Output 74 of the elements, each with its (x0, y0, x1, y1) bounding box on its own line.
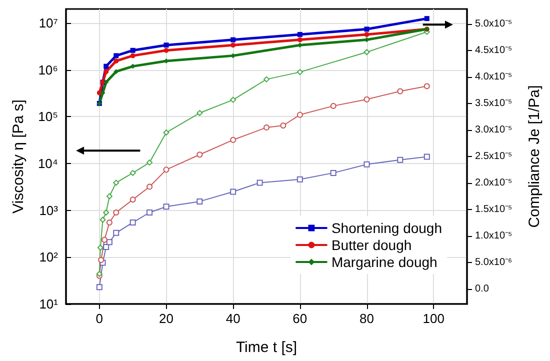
y2-tick-label: 2.5x10⁻⁵ (475, 151, 512, 162)
legend-label: Butter dough (331, 237, 412, 253)
point (196, 152, 203, 158)
point (364, 161, 370, 168)
point (163, 166, 170, 173)
x-axis-title: Time t [s] (236, 339, 298, 356)
legend-label: Margarine dough (331, 254, 438, 270)
point (146, 184, 153, 190)
legend-label: Shortening dough (331, 220, 442, 236)
y-tick-label: 10⁵ (38, 109, 58, 124)
point (103, 210, 110, 216)
x-tick-label: 0 (96, 311, 104, 326)
point (330, 170, 336, 176)
point (397, 88, 404, 94)
y2-tick-label: 4.0x10⁻⁵ (475, 71, 512, 82)
point (230, 188, 236, 195)
point (130, 196, 136, 203)
y-tick-label: 10¹ (39, 296, 59, 312)
point (296, 112, 303, 118)
x-tick-label: 20 (159, 311, 174, 326)
point (106, 239, 112, 246)
y-tick-label: 10⁷ (38, 16, 58, 31)
point (196, 110, 203, 116)
point (296, 176, 303, 182)
y2-tick-label: 3.5x10⁻⁵ (475, 98, 512, 109)
y2-tick-label: 5.0x10⁻⁵ (475, 18, 512, 30)
y-tick-label: 10⁶ (38, 62, 58, 78)
y-tick-label: 10² (39, 250, 59, 265)
point (97, 244, 104, 251)
point (106, 193, 112, 200)
point (146, 210, 153, 216)
y2-tick-label: 0.0 (475, 284, 490, 295)
point (280, 122, 286, 128)
point (146, 160, 153, 166)
point (163, 204, 170, 210)
point (113, 210, 120, 216)
point (424, 154, 430, 160)
y2-tick-label: 5.0x10⁻⁶ (475, 257, 512, 268)
point (130, 220, 136, 226)
y-tick-label: 10³ (39, 202, 59, 218)
point (103, 244, 110, 250)
x-tick-label: 60 (292, 311, 308, 326)
point (163, 130, 170, 136)
point (106, 220, 112, 226)
point (230, 136, 236, 143)
x-tick-label: 40 (226, 311, 240, 326)
point (230, 96, 236, 103)
point (98, 257, 104, 264)
point (101, 236, 108, 243)
point (196, 198, 203, 204)
point (130, 170, 136, 176)
point (264, 124, 270, 130)
point (100, 216, 106, 223)
y2-tick-label: 3.0x10⁻⁵ (475, 124, 512, 136)
point (96, 284, 102, 290)
y2-tick-label: 1.5x10⁻⁵ (475, 204, 512, 216)
x-tick-label: 100 (422, 311, 444, 326)
y-axis-title: Viscosity η [Pa s] (10, 100, 27, 214)
point (424, 83, 430, 90)
point (113, 230, 120, 236)
x-tick-label: 80 (360, 311, 374, 326)
point (113, 180, 120, 186)
y2-tick-label: 4.5x10⁻⁵ (475, 44, 512, 56)
y2-tick-label: 1.0x10⁻⁵ (475, 230, 512, 242)
point (364, 49, 370, 56)
y2-tick-label: 2.0x10⁻⁵ (475, 178, 512, 189)
y2-axis-title: Compliance Je [1/Pa] (526, 85, 543, 228)
point (330, 102, 336, 109)
point (264, 76, 270, 82)
point (364, 96, 370, 102)
point (296, 69, 303, 76)
y-tick-label: 10⁴ (38, 156, 58, 172)
point (397, 156, 404, 163)
point (256, 180, 263, 186)
